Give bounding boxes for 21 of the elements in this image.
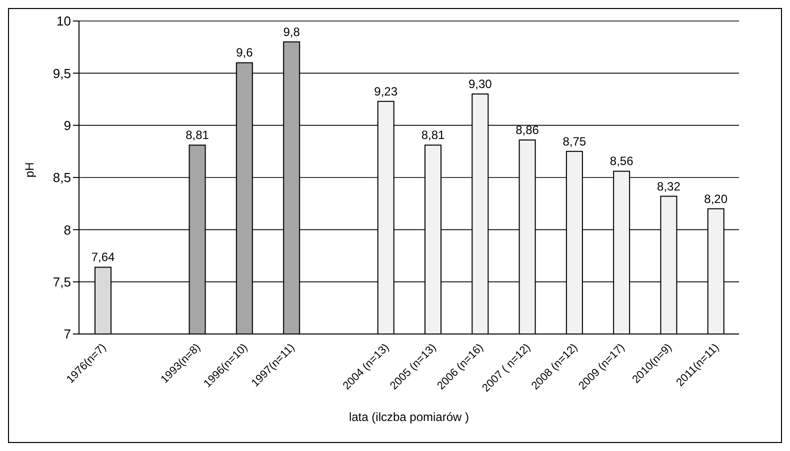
y-tick-label: 7 [64, 326, 71, 342]
data-label: 9,30 [468, 77, 492, 92]
y-tick-label: 8 [64, 222, 71, 238]
data-label: 9,6 [236, 46, 254, 60]
y-axis-title: pH [22, 162, 36, 178]
data-label: 8,86 [516, 122, 540, 137]
data-label: 8,81 [186, 128, 210, 142]
data-label: 9,23 [374, 84, 398, 98]
y-tick-label: 9,5 [52, 66, 71, 81]
y-tick-label: 10 [56, 14, 71, 29]
data-label: 8,81 [421, 128, 445, 142]
data-label: 8,32 [657, 179, 681, 194]
data-label: 7,64 [91, 250, 115, 264]
x-axis-title: lata (ilczba pomiarów ) [348, 410, 470, 424]
y-tick-label: 7,5 [52, 274, 71, 290]
y-tick-label: 8,5 [52, 170, 71, 186]
data-label: 8,75 [562, 134, 586, 148]
data-label: 9,8 [283, 24, 300, 39]
data-label: 8,20 [704, 192, 728, 206]
data-label: 8,56 [610, 154, 634, 168]
y-tick-label: 9 [64, 118, 71, 133]
